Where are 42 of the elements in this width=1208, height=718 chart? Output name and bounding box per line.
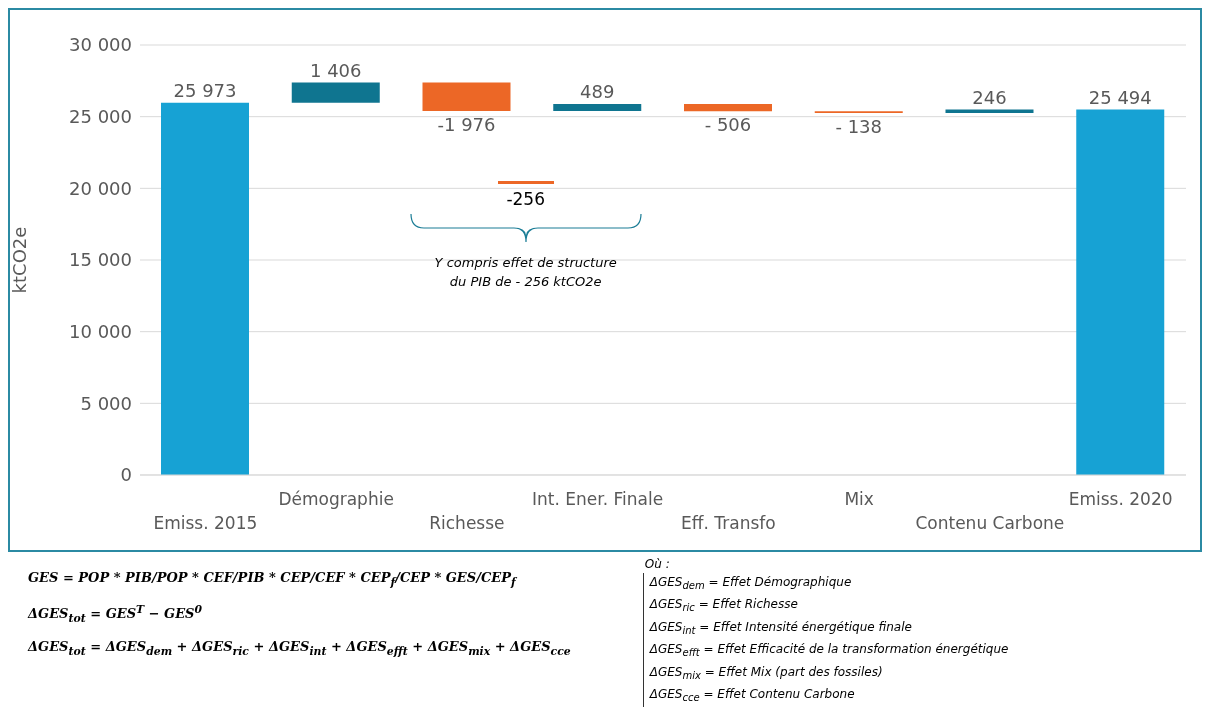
y-tick-label: 0 [120,464,132,486]
text: ΔGES$_{cce}$ = Effet Contenu Carbone [649,686,855,704]
data-label: - 506 [704,114,752,136]
x-tick-label: Mix [844,489,874,509]
text: ΔGES$_{ric}$ = Effet Richesse [649,597,798,614]
data-label: 25 494 [1088,86,1152,108]
y-tick-label: 15 000 [69,249,132,271]
y-tick-label: 5 000 [80,392,132,414]
text: ΔGES$_{int}$ = Effet Intensité énergétique finale [649,619,912,637]
annotation: Y compris effet de structure du PIB de - 256 ktCO2e [434,254,617,289]
bar [1076,109,1165,475]
y-tick-label: 30 000 [69,34,132,56]
x-tick-label: Contenu Carbone [915,513,1065,533]
bar [684,103,772,112]
text: GES = POP * PIB/POP * CEF/PIB * CEP/CEF * CEP$_{f}$/CEP * GES/CEP$_{f}$ [28,570,516,589]
x-tick-label: Démographie [278,489,394,509]
x-tick-label: Int. Ener. Finale [532,489,664,509]
bar [161,102,249,475]
bar [422,82,511,111]
data-label: 1 406 [309,59,362,81]
annotation: -256 [506,188,545,209]
text: ΔGES$_{tot}$ = GES$^{T}$ − GES$^{0}$ [28,602,203,625]
text: ΔGES$_{dem}$ = Effet Démographique [649,575,852,592]
text: Où : [644,557,670,571]
data-label: 246 [972,86,1007,108]
x-tick-label: Emiss. 2020 [1068,489,1173,509]
text: ΔGES$_{mix}$ = Effet Mix (part des fossiles) [649,664,883,681]
x-tick-label: Richesse [429,513,505,533]
data-label: -1 976 [437,113,496,135]
data-label: 25 973 [173,79,237,101]
text: ΔGES$_{efft}$ = Effet Efficacité de la transformation énergétique [649,642,1009,659]
y-tick-label: 10 000 [69,321,132,343]
y-tick-label: 25 000 [69,106,132,128]
data-label: - 138 [835,116,883,138]
y-axis-title: ktCO2e [9,226,31,294]
bar [553,103,642,111]
text: ΔGES$_{tot}$ = ΔGES$_{dem}$ + ΔGES$_{ric}$ + ΔGES$_{int}$ + ΔGES$_{efft}$ + ΔGES$_{mix}$ + ΔGES$_{cce}$ [28,638,571,658]
data-label: 489 [580,80,615,102]
y-tick-label: 20 000 [69,177,132,199]
bar [291,82,380,103]
x-tick-label: Eff. Transfo [681,513,776,533]
x-tick-label: Emiss. 2015 [153,513,258,533]
